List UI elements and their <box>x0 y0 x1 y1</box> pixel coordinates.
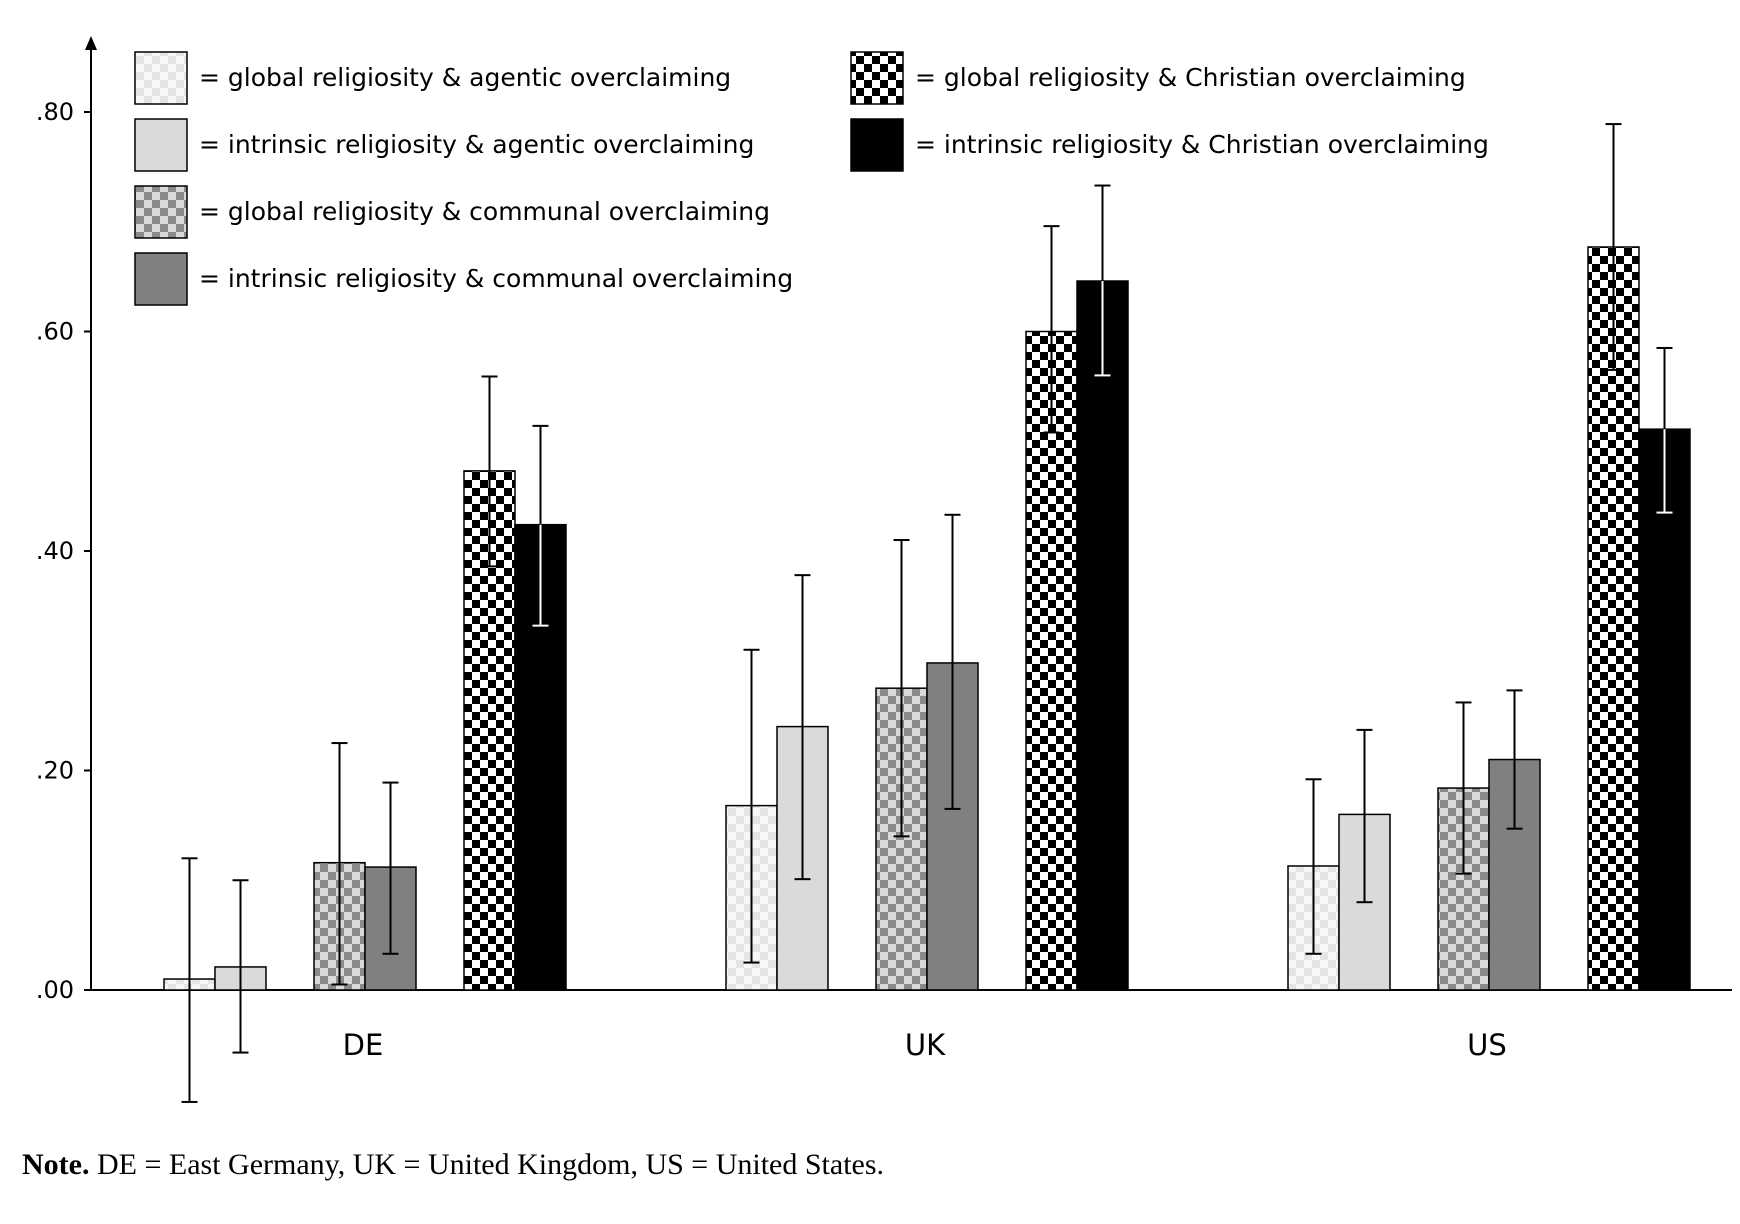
error-bar <box>1094 184 1111 377</box>
bar <box>1638 428 1691 991</box>
note-text: DE = East Germany, UK = United Kingdom, … <box>89 1148 885 1181</box>
error-bar <box>893 539 910 838</box>
error-bar <box>331 742 348 986</box>
bar <box>1025 330 1078 991</box>
error-bar <box>1043 225 1060 434</box>
y-tick-label: .60 <box>36 318 74 346</box>
error-bar <box>1506 689 1523 830</box>
legend-swatch <box>134 51 188 105</box>
error-bar <box>743 648 760 964</box>
legend-swatch <box>850 118 904 172</box>
category-label: DE <box>343 1028 384 1062</box>
figure-note: Note. DE = East Germany, UK = United Kin… <box>22 1148 884 1182</box>
error-bar <box>1656 346 1673 514</box>
error-bar <box>794 574 811 881</box>
legend-swatch <box>134 252 188 306</box>
legend-swatch <box>134 118 188 172</box>
legend-swatch <box>134 185 188 239</box>
legend-label: = global religiosity & agentic overclaim… <box>199 63 731 92</box>
legend-label: = global religiosity & Christian overcla… <box>915 63 1466 92</box>
bar <box>1076 280 1129 991</box>
error-bar <box>944 513 961 810</box>
y-tick-label: .80 <box>36 98 74 126</box>
error-bar <box>382 781 399 955</box>
y-tick-label: .40 <box>36 537 74 565</box>
legend-label: = intrinsic religiosity & communal overc… <box>199 264 793 293</box>
error-bar <box>532 424 549 627</box>
error-bar <box>1356 728 1373 904</box>
legend-label: = global religiosity & communal overclai… <box>199 197 770 226</box>
category-label: UK <box>905 1028 946 1062</box>
error-bar <box>1305 778 1322 955</box>
error-bar <box>481 375 498 568</box>
category-label: US <box>1467 1028 1507 1062</box>
y-axis-arrow <box>85 36 97 50</box>
error-bar <box>1605 123 1622 371</box>
legend-label: = intrinsic religiosity & agentic overcl… <box>199 130 754 159</box>
note-label: Note. <box>22 1148 90 1181</box>
y-tick-label: .20 <box>36 757 74 785</box>
legend-label: = intrinsic religiosity & Christian over… <box>915 130 1489 159</box>
y-tick-label: .00 <box>36 976 74 1004</box>
error-bar <box>232 879 249 1054</box>
error-bar <box>181 857 198 1103</box>
error-bar <box>1455 701 1472 875</box>
legend-swatch <box>850 51 904 105</box>
